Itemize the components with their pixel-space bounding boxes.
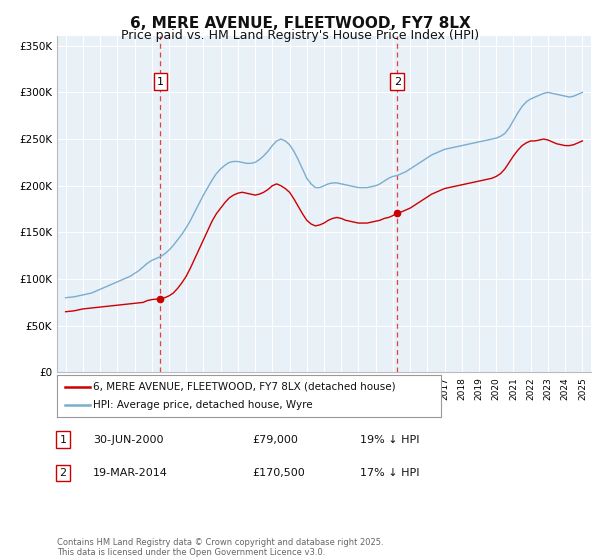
Text: 6, MERE AVENUE, FLEETWOOD, FY7 8LX (detached house): 6, MERE AVENUE, FLEETWOOD, FY7 8LX (deta… bbox=[94, 382, 396, 392]
Text: Price paid vs. HM Land Registry's House Price Index (HPI): Price paid vs. HM Land Registry's House … bbox=[121, 29, 479, 42]
Text: 17% ↓ HPI: 17% ↓ HPI bbox=[360, 468, 419, 478]
Text: 30-JUN-2000: 30-JUN-2000 bbox=[93, 435, 163, 445]
Text: £79,000: £79,000 bbox=[252, 435, 298, 445]
Text: 1: 1 bbox=[157, 77, 164, 87]
Text: 19% ↓ HPI: 19% ↓ HPI bbox=[360, 435, 419, 445]
Text: Contains HM Land Registry data © Crown copyright and database right 2025.
This d: Contains HM Land Registry data © Crown c… bbox=[57, 538, 383, 557]
Text: 19-MAR-2014: 19-MAR-2014 bbox=[93, 468, 168, 478]
Text: 6, MERE AVENUE, FLEETWOOD, FY7 8LX: 6, MERE AVENUE, FLEETWOOD, FY7 8LX bbox=[130, 16, 470, 31]
Text: 2: 2 bbox=[59, 468, 67, 478]
Text: 1: 1 bbox=[59, 435, 67, 445]
Text: HPI: Average price, detached house, Wyre: HPI: Average price, detached house, Wyre bbox=[94, 400, 313, 410]
Text: £170,500: £170,500 bbox=[252, 468, 305, 478]
Text: 2: 2 bbox=[394, 77, 401, 87]
